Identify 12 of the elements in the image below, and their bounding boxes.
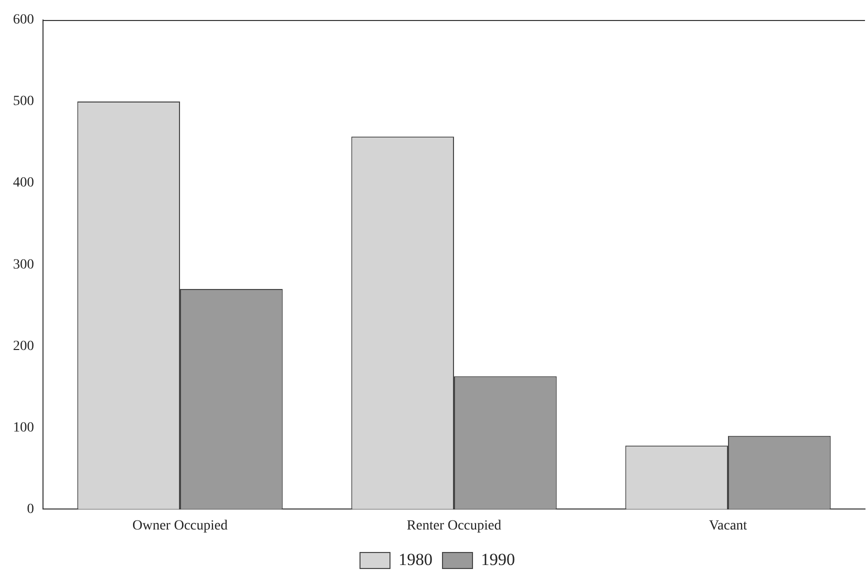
y-tick-label: 100 <box>13 420 34 436</box>
x-tick-label: Renter Occupied <box>406 518 502 534</box>
y-tick-label: 500 <box>13 94 34 110</box>
x-tick-label: Vacant <box>708 518 748 534</box>
x-tick-label: Owner Occupied <box>132 518 228 534</box>
y-tick-label: 200 <box>13 338 34 354</box>
y-tick-label: 600 <box>13 12 34 28</box>
y-tick-label: 400 <box>13 176 34 191</box>
legend-label: 1980 <box>398 550 432 569</box>
y-tick-label: 300 <box>13 257 34 272</box>
y-tick-label: 0 <box>27 502 34 517</box>
legend-label: 1990 <box>481 550 515 569</box>
